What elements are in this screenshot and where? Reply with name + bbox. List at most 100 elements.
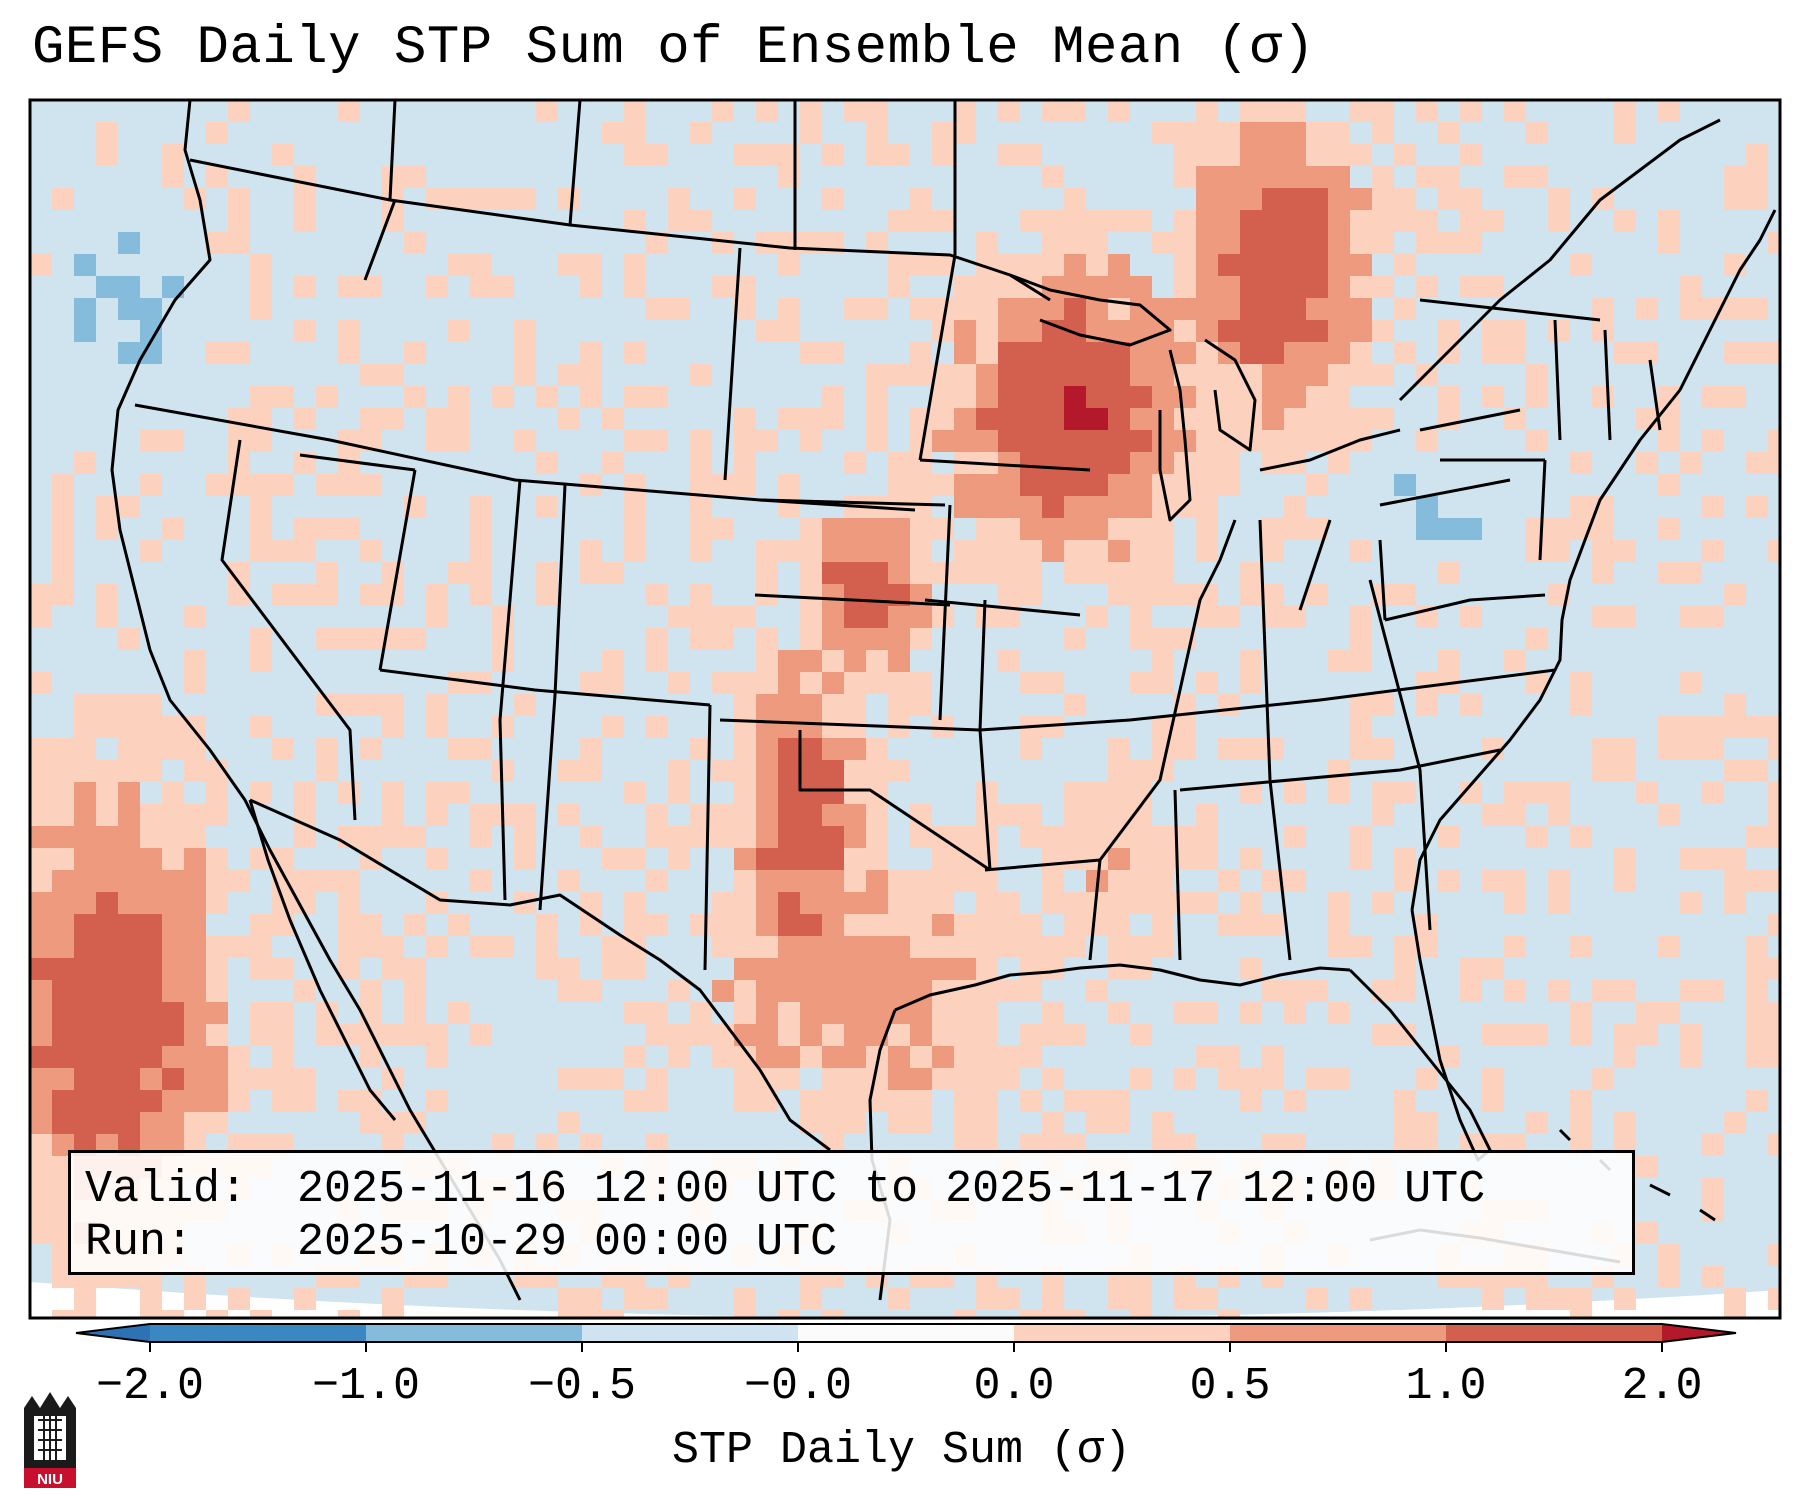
run-label: Run: (85, 1217, 194, 1268)
stp-cell (1482, 320, 1504, 342)
stp-cell (976, 320, 998, 342)
stp-cell (1702, 606, 1724, 628)
stp-cell (844, 100, 866, 122)
stp-cell (162, 958, 184, 980)
stp-cell (646, 1024, 668, 1046)
stp-cell (888, 562, 910, 584)
stp-cell (1394, 188, 1416, 210)
stp-cell (690, 474, 712, 496)
stp-cell (1438, 188, 1460, 210)
stp-cell (998, 650, 1020, 672)
stp-cell (888, 980, 910, 1002)
stp-cell (1196, 584, 1218, 606)
stp-cell (1196, 166, 1218, 188)
stp-cell (1240, 562, 1262, 584)
stp-cell (910, 914, 932, 936)
stp-cell (294, 980, 316, 1002)
stp-cell (1064, 408, 1086, 430)
canada-provinces (388, 100, 957, 255)
stp-cell (52, 496, 74, 518)
stp-cell (470, 738, 492, 760)
stp-cell (822, 936, 844, 958)
colorbar-tick-label: 0.5 (1189, 1361, 1271, 1412)
stp-cell (800, 1002, 822, 1024)
stp-cell (822, 518, 844, 540)
stp-cell (1130, 672, 1152, 694)
stp-cell (866, 672, 888, 694)
stp-cell (52, 848, 74, 870)
stp-cell (624, 276, 646, 298)
stp-cell (778, 474, 800, 496)
stp-cell (1394, 958, 1416, 980)
stp-cell (1020, 738, 1042, 760)
stp-cell (74, 298, 96, 320)
stp-cell (206, 1090, 228, 1112)
stp-cell (1592, 980, 1614, 1002)
stp-cell (1658, 386, 1680, 408)
stp-cell (800, 1288, 822, 1310)
stp-cell (448, 320, 470, 342)
stp-cell (316, 518, 338, 540)
stp-cell (954, 870, 976, 892)
stp-cell (866, 386, 888, 408)
stp-cell (338, 892, 360, 914)
stp-cell (316, 628, 338, 650)
stp-cell (1416, 496, 1438, 518)
stp-cell (1438, 826, 1460, 848)
stp-cell (800, 1090, 822, 1112)
stp-cell (338, 936, 360, 958)
stp-cell (888, 276, 910, 298)
stp-cell (1240, 672, 1262, 694)
stp-cell (1152, 1112, 1174, 1134)
stp-cell (1680, 848, 1702, 870)
stp-cell (1350, 320, 1372, 342)
stp-cell (1240, 738, 1262, 760)
stp-cell (1042, 232, 1064, 254)
stp-cell (1768, 738, 1780, 760)
stp-cell (1768, 870, 1780, 892)
stp-cell (1130, 826, 1152, 848)
stp-cell (206, 958, 228, 980)
stp-cell (778, 936, 800, 958)
stp-cell (624, 1046, 646, 1068)
stp-cell (1526, 540, 1548, 562)
stp-cell (910, 870, 932, 892)
stp-cell (954, 364, 976, 386)
stp-cell (954, 430, 976, 452)
stp-cell (118, 914, 140, 936)
stp-cell (1174, 1068, 1196, 1090)
stp-cell (778, 980, 800, 1002)
stp-cell (844, 518, 866, 540)
stp-cell (1174, 716, 1196, 738)
stp-cell (1174, 694, 1196, 716)
stp-cell (470, 826, 492, 848)
stp-cell (1592, 606, 1614, 628)
stp-cell (1174, 474, 1196, 496)
stp-cell (1636, 1156, 1658, 1178)
stp-cell (140, 958, 162, 980)
stp-cell (800, 760, 822, 782)
stp-cell (778, 870, 800, 892)
stp-cell (74, 760, 96, 782)
stp-cell (1086, 364, 1108, 386)
stp-cell (1262, 276, 1284, 298)
stp-cell (184, 1112, 206, 1134)
stp-cell (580, 342, 602, 364)
stp-cell (668, 980, 690, 1002)
stp-cell (1152, 540, 1174, 562)
stp-cell (1394, 584, 1416, 606)
stp-cell (118, 958, 140, 980)
stp-cell (1416, 1112, 1438, 1134)
stp-cell (140, 980, 162, 1002)
stp-cell (1746, 958, 1768, 980)
stp-cell (1108, 1002, 1130, 1024)
stp-cell (1196, 1002, 1218, 1024)
stp-cell (52, 782, 74, 804)
stp-cell (74, 914, 96, 936)
stp-cell (140, 540, 162, 562)
stp-cell (624, 122, 646, 144)
stp-cell (74, 738, 96, 760)
stp-cell (96, 936, 118, 958)
stp-cell (1020, 474, 1042, 496)
stp-cell (1064, 254, 1086, 276)
